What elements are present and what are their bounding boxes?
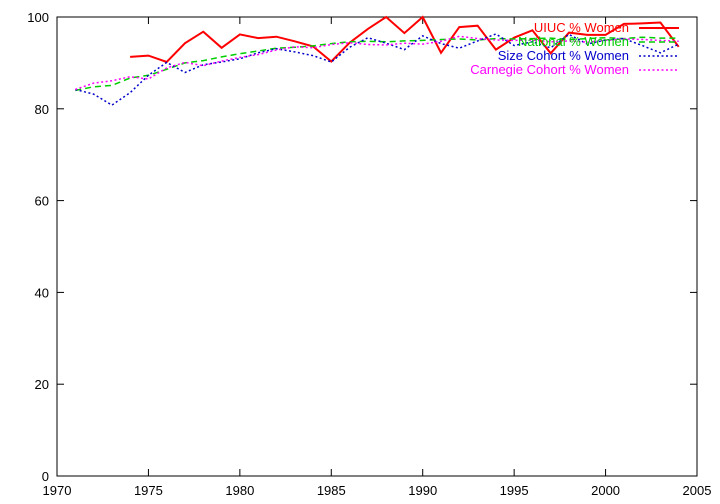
y-tick-label: 60 <box>35 194 49 209</box>
x-tick-label: 1980 <box>225 483 254 498</box>
series-line-1 <box>75 36 679 92</box>
y-tick-label: 40 <box>35 285 49 300</box>
axes: 1970 1975 1980 1985 1990 1995 2000 2005 0 20 40 60 8… <box>27 10 711 498</box>
series-line-0 <box>130 15 680 64</box>
y-tick-label: 20 <box>35 377 49 392</box>
y-tick-label: 100 <box>27 10 49 25</box>
legend-label-0: UIUC % Women <box>534 20 629 35</box>
x-tick-label: 1995 <box>500 483 529 498</box>
x-tick-label: 1985 <box>317 483 346 498</box>
x-tick-label: 1975 <box>134 483 163 498</box>
series-lines <box>75 15 680 106</box>
legend-label-2: Size Cohort % Women <box>498 48 629 63</box>
series-line-2 <box>75 33 680 106</box>
legend-label-3: Carnegie Cohort % Women <box>470 62 629 77</box>
y-tick-label: 80 <box>35 102 49 117</box>
x-tick-label: 1990 <box>408 483 437 498</box>
x-tick-label: 2000 <box>591 483 620 498</box>
x-tick-label: 2005 <box>683 483 712 498</box>
x-tick-label: 1970 <box>43 483 72 498</box>
plot-frame <box>56 16 698 477</box>
y-tick-label: 0 <box>42 469 49 484</box>
legend-label-1: National % Women <box>518 34 629 49</box>
